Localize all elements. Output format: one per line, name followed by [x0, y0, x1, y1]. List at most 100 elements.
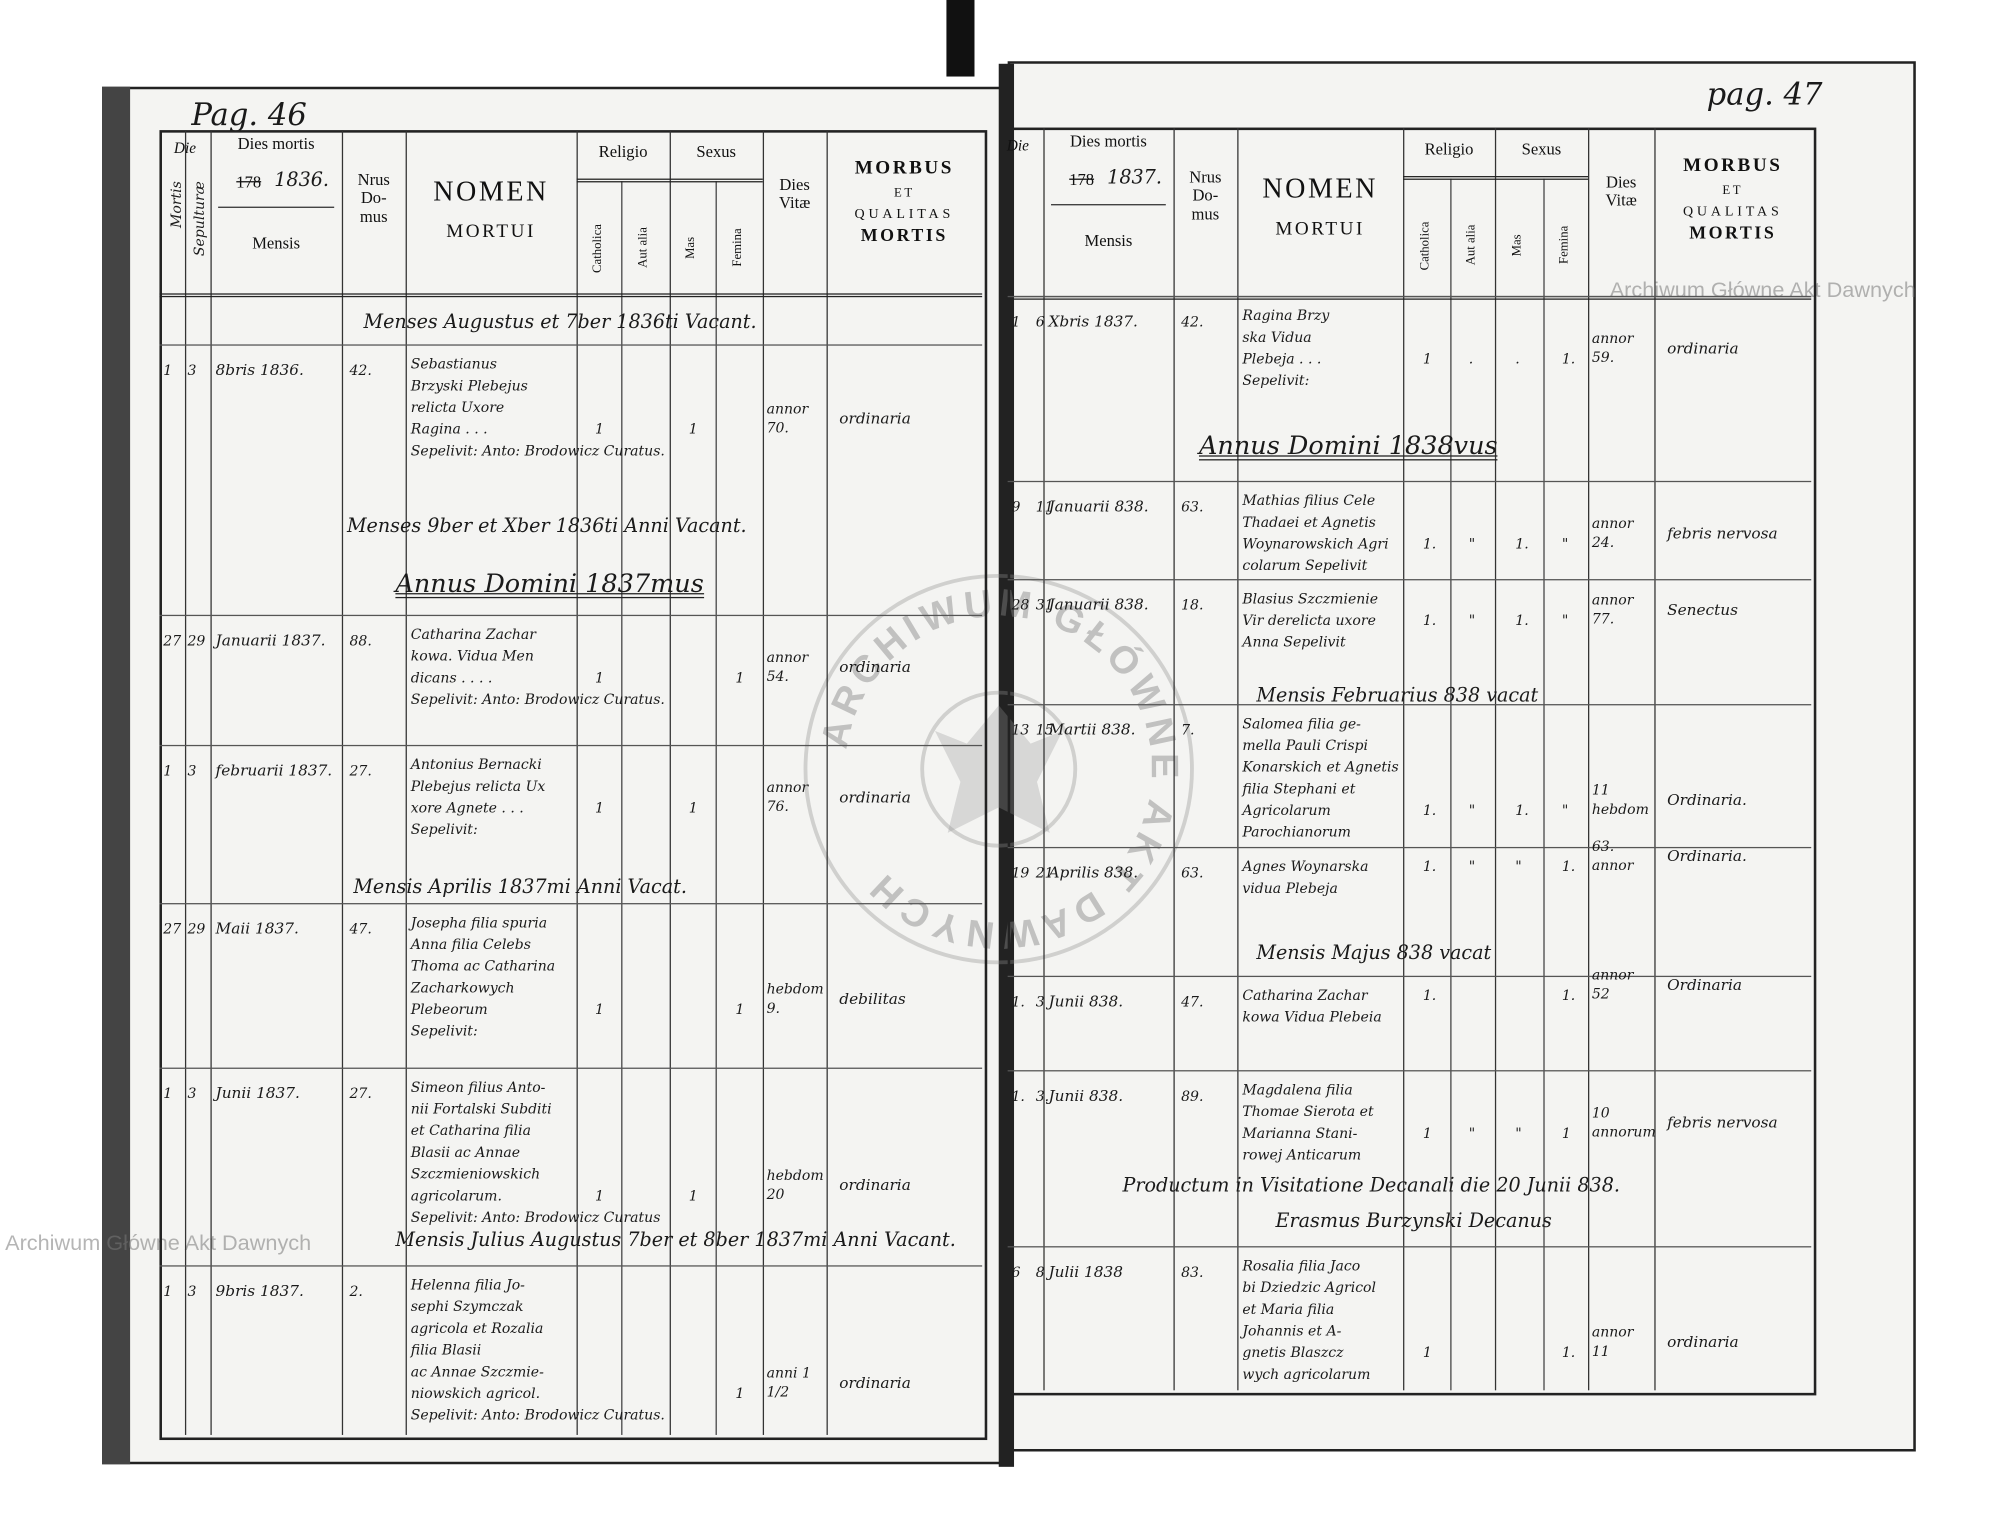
entry-dies-vitae: 63. annor: [1591, 838, 1634, 874]
header-qualitas: QUALITAS: [1682, 204, 1783, 220]
entry-date: Januarii 838.: [1048, 595, 1149, 614]
entry-die-sepulturae: 3: [187, 1283, 197, 1300]
entry-aut-alia: .: [1468, 350, 1474, 368]
entry-femina: 1.: [1561, 987, 1576, 1004]
row-rule: [1007, 704, 1812, 706]
entry-name-line: Szczmieniowskich: [410, 1165, 541, 1183]
entry-die-mortis: 1: [163, 1283, 173, 1300]
entry-dies-vitae: annor 77.: [1591, 591, 1634, 628]
entry-femina: ": [1561, 612, 1569, 629]
section-note: Mensis Julius Augustus 7ber et 8ber 1837…: [395, 1228, 956, 1252]
row-rule: [1007, 846, 1812, 849]
entry-name-line: colarum Sepelivit: [1242, 557, 1368, 574]
entry-aut-alia: ": [1468, 1124, 1476, 1142]
entry-name-line: Anna Sepelivit: [1242, 633, 1346, 651]
column-rule: [1494, 127, 1497, 1391]
entry-die-mortis: 1: [1011, 313, 1021, 331]
entry-femina: 1.: [1561, 1344, 1576, 1361]
entry-morbus: ordinaria: [839, 658, 911, 677]
entry-name-line: Mathias filius Cele: [1242, 492, 1376, 509]
entry-mas: 1.: [1515, 612, 1529, 629]
entry-name-line: Sepelivit: Anto: Brodowicz Curatus.: [410, 442, 665, 460]
entry-name-line: xore Agnete . . .: [410, 799, 524, 817]
entry-catholica: 1: [595, 799, 604, 817]
header-dies-mortis: Dies mortis: [237, 133, 315, 154]
entry-die-mortis: 1: [163, 362, 173, 379]
column-rule: [669, 130, 671, 1435]
column-rule: [210, 130, 212, 1435]
entry-die-sepulturae: 29: [187, 632, 206, 650]
entry-domus: 7.: [1181, 721, 1195, 739]
row-rule: [1007, 295, 1812, 298]
entry-morbus: debilitas: [839, 989, 906, 1008]
header-rule: [159, 293, 983, 298]
header-religio: Religio: [598, 141, 648, 161]
header-morbus: MORBUS: [854, 158, 954, 179]
entry-name-line: Sebastianus: [410, 355, 497, 373]
column-rule: [762, 130, 765, 1435]
entry-die-sepulturae: 15: [1035, 721, 1054, 739]
entry-domus: 27.: [349, 762, 372, 780]
header-rule: [1403, 176, 1589, 180]
entry-catholica: 1: [1422, 1344, 1432, 1361]
entry-name-line: niowskich agricol.: [410, 1385, 541, 1402]
entry-dies-vitae: annor 70.: [766, 400, 809, 437]
entry-date: Aprilis 838.: [1048, 863, 1139, 882]
entry-name-line: Sepelivit: Anto: Brodowicz Curatus.: [410, 691, 665, 708]
header-nomen: NOMEN: [433, 174, 549, 207]
header-mortis-sub: Mortis: [168, 181, 185, 228]
entry-morbus: ordinaria: [839, 1373, 911, 1392]
section-note: Mensis Aprilis 1837mi Anni Vacat.: [353, 874, 687, 898]
entry-name-line: vidua Plebeja: [1242, 880, 1338, 897]
entry-date: 8bris 1836.: [215, 360, 304, 379]
entry-die-mortis: 9: [1011, 498, 1021, 516]
entry-mas: .: [1515, 350, 1520, 368]
header-catholica: Catholica: [1417, 221, 1432, 270]
entry-name-line: mella Pauli Crispi: [1242, 737, 1369, 754]
entry-dies-vitae: hebdom 9.: [766, 980, 824, 1017]
header-mas: Mas: [683, 237, 698, 260]
column-rule: [576, 130, 578, 1435]
header-mortui: MORTUI: [446, 221, 536, 243]
entry-domus: 27.: [349, 1085, 372, 1103]
entry-name-line: Plebeja . . .: [1242, 350, 1322, 368]
column-rule: [715, 181, 717, 1435]
entry-date: Xbris 1837.: [1048, 312, 1138, 331]
header-sexus: Sexus: [696, 141, 737, 161]
entry-catholica: 1: [595, 669, 604, 687]
archive-stamp-seal: ARCHIWUM GŁÓWNE AKT DAWNYCH: [813, 581, 1181, 957]
entry-morbus: ordinaria: [839, 409, 911, 428]
entry-mas: 1.: [1515, 802, 1529, 819]
entry-name-line: bi Dziedzic Agricol: [1242, 1279, 1376, 1296]
entry-name-line: Blasius Szczmienie: [1242, 590, 1379, 608]
entry-die-sepulturae: 3: [187, 762, 197, 780]
column-rule: [405, 130, 407, 1435]
row-rule: [159, 744, 983, 747]
entry-die-sepulturae: 21: [1035, 864, 1054, 882]
entry-name-line: Woynarowskich Agri: [1242, 535, 1389, 553]
entry-die-sepulturae: 11: [1035, 498, 1054, 516]
entry-die-mortis: 19: [1011, 864, 1030, 882]
header-mensis: Mensis: [252, 233, 301, 253]
page-number: Pag. 46: [191, 96, 307, 133]
entry-dies-vitae: annor 59.: [1591, 330, 1634, 367]
entry-name-line: et Catharina filia: [410, 1122, 532, 1140]
entry-morbus: ordinaria: [839, 788, 911, 807]
entry-name-line: Marianna Stani-: [1242, 1124, 1358, 1142]
entry-name-line: Plebeorum: [410, 1001, 488, 1018]
row-rule: [159, 1067, 983, 1069]
entry-die-mortis: 1: [163, 1085, 173, 1103]
entry-mas: 1: [688, 420, 698, 438]
entry-dies-vitae: 10 annorum: [1591, 1104, 1656, 1141]
header-year: 1837.: [1107, 165, 1162, 189]
entry-domus: 47.: [1181, 993, 1204, 1011]
entry-femina: 1.: [1561, 350, 1576, 368]
register-table: [159, 130, 988, 1441]
entry-name-line: kowa Vidua Plebeia: [1242, 1008, 1382, 1026]
entry-date: Junii 1837.: [215, 1084, 300, 1103]
header-religio: Religio: [1424, 139, 1474, 159]
entry-dies-vitae: annor 52: [1591, 966, 1634, 1003]
entry-name-line: Agnes Woynarska: [1242, 858, 1369, 875]
entry-die-sepulturae: 6: [1035, 313, 1045, 331]
entry-name-line: Johannis et A-: [1242, 1322, 1342, 1340]
